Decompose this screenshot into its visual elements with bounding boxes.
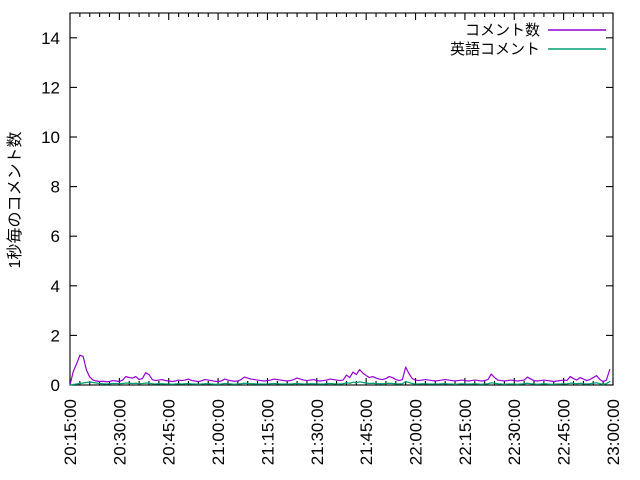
- y-axis-title: 1秒毎のコメント数: [6, 132, 24, 269]
- x-tick-label: 22:15:00: [456, 399, 475, 465]
- y-tick-label: 4: [51, 277, 60, 296]
- x-tick-label: 22:45:00: [555, 399, 574, 465]
- x-axis-ticks: [69, 13, 614, 385]
- series-line-1: [69, 380, 611, 386]
- y-tick-label: 6: [51, 227, 60, 246]
- x-tick-label: 20:30:00: [110, 399, 129, 465]
- y-tick-label: 14: [41, 29, 60, 48]
- y-axis-ticks: [70, 37, 613, 386]
- x-axis-tick-labels: 20:15:00 20:30:00 20:45:00 21:00:00 21:15:00…: [61, 399, 623, 465]
- x-tick-label: 21:45:00: [357, 399, 376, 465]
- y-tick-label: 2: [51, 326, 60, 345]
- x-tick-label: 20:15:00: [61, 399, 80, 465]
- plot-frame: [69, 12, 614, 386]
- legend-label-0: コメント数: [465, 22, 540, 39]
- y-tick-label: 12: [41, 78, 60, 97]
- y-tick-label: 0: [51, 376, 60, 395]
- y-tick-label: 8: [51, 178, 60, 197]
- y-tick-label: 10: [41, 128, 60, 147]
- series-group: [69, 354, 611, 386]
- legend-label-1: 英語コメント: [450, 40, 540, 58]
- y-axis-tick-labels: 0 2 4 6 8 10 12 14: [41, 29, 60, 395]
- x-tick-label: 21:30:00: [308, 399, 327, 465]
- x-tick-label: 21:15:00: [258, 399, 277, 465]
- series-line-0: [69, 354, 611, 386]
- x-tick-label: 22:30:00: [505, 399, 524, 465]
- x-tick-label: 21:00:00: [209, 399, 228, 465]
- x-tick-label: 23:00:00: [604, 399, 623, 465]
- x-tick-label: 20:45:00: [160, 399, 179, 465]
- x-tick-label: 22:00:00: [406, 399, 425, 465]
